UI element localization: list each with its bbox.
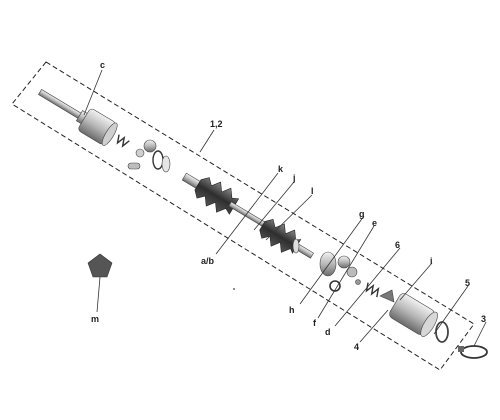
assembly-boundary <box>11 61 475 371</box>
callout-a-b: a/b <box>201 256 215 266</box>
inner-cv-housing <box>389 293 438 337</box>
pentagon-bracket <box>87 253 113 278</box>
callout-e: e <box>372 218 377 228</box>
outer-cv-housing <box>78 108 118 146</box>
callout-k: k <box>278 164 284 174</box>
callout-m: m <box>91 314 99 324</box>
callout-l: l <box>311 186 314 196</box>
stray-dot <box>233 288 235 290</box>
callout-f: f <box>313 318 317 328</box>
hose-clamp <box>458 345 488 359</box>
inner-joint-parts <box>319 251 361 292</box>
callout-labels: c 1,2 k j l a/b g e 6 i 5 3 h f d 4 m <box>91 60 486 352</box>
callout-3: 3 <box>481 314 486 324</box>
outer-spring <box>116 134 130 148</box>
inner-boot <box>259 219 314 259</box>
callout-i: i <box>430 256 433 266</box>
inner-seal-ring <box>435 321 449 343</box>
callout-g: g <box>359 209 365 219</box>
outer-boot <box>181 172 240 215</box>
callout-j: j <box>292 173 296 183</box>
inner-spring <box>365 282 380 298</box>
shaft-clamp-ring <box>292 238 300 254</box>
callout-c: c <box>100 60 105 70</box>
callout-d: d <box>325 327 331 337</box>
leader-lines <box>83 69 487 347</box>
callout-1-2: 1,2 <box>210 119 223 129</box>
inner-cone-piece <box>379 289 395 303</box>
outer-tripod-parts <box>127 139 171 173</box>
callout-5: 5 <box>465 278 470 288</box>
callout-4: 4 <box>354 342 359 352</box>
callout-6: 6 <box>395 240 400 250</box>
shaft-assembly <box>38 89 314 259</box>
callout-h: h <box>289 305 295 315</box>
